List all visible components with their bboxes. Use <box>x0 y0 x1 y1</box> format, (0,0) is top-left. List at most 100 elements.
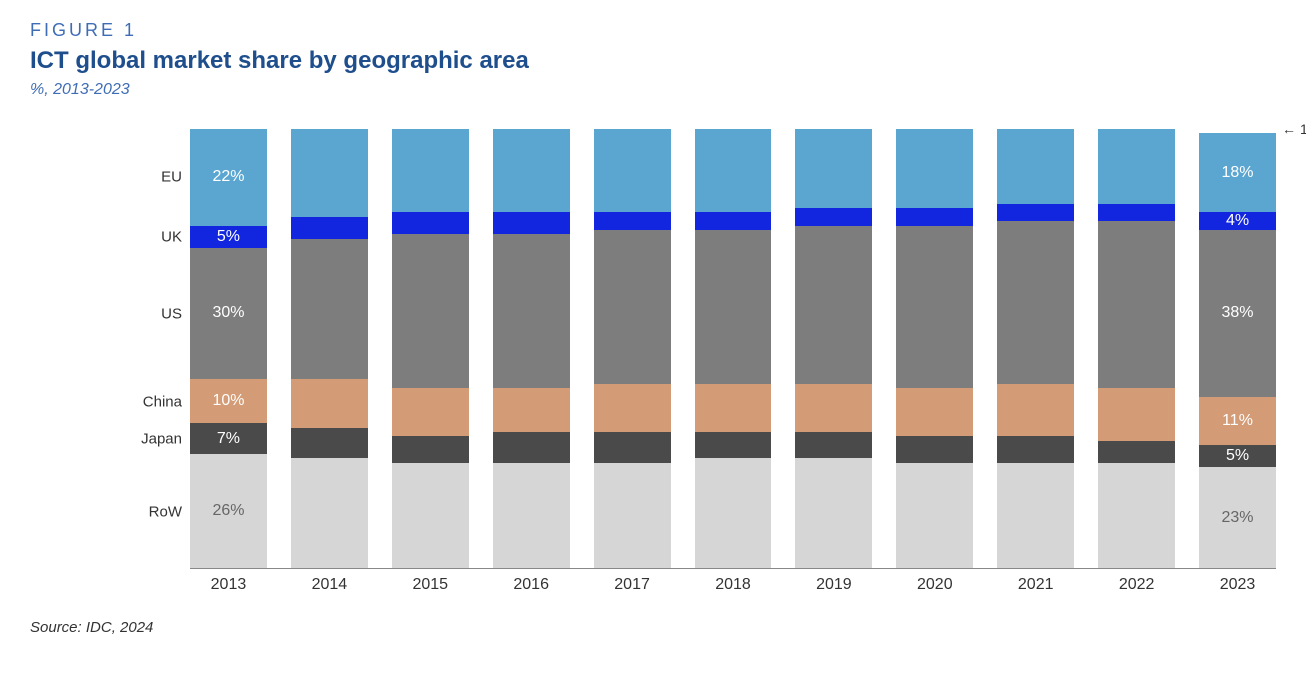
x-axis-label: 2015 <box>392 568 469 594</box>
bar-stack <box>392 129 469 568</box>
bar-stack <box>291 129 368 568</box>
x-axis-label: 2016 <box>493 568 570 594</box>
bar-segment-japan <box>896 436 973 462</box>
bar-segment-china: 11% <box>1199 397 1276 445</box>
bar-stack <box>795 129 872 568</box>
bar-segment-uk <box>896 208 973 226</box>
bar-segment-china <box>594 384 671 432</box>
bar-segment-us <box>291 239 368 379</box>
chart-title: ICT global market share by geographic ar… <box>30 47 1276 75</box>
bar-segment-uk <box>493 212 570 234</box>
bar-segment-us <box>896 226 973 388</box>
bar-segment-eu <box>291 129 368 217</box>
bar-segment-japan <box>997 436 1074 462</box>
bar-segment-eu: 18% <box>1199 133 1276 212</box>
bar-segment-japan: 5% <box>1199 445 1276 467</box>
bar-segment-row <box>493 463 570 568</box>
legend-label-uk: UK <box>161 228 182 245</box>
bar-stack: 26%7%10%30%5%22% <box>190 129 267 568</box>
bar-segment-japan: 7% <box>190 423 267 454</box>
bar-segment-eu <box>392 129 469 212</box>
bar-segment-row <box>997 463 1074 568</box>
bar-segment-uk <box>594 212 671 230</box>
bars-row: 100% 26%7%10%30%5%22%2013201420152016201… <box>190 129 1276 569</box>
bar-segment-japan <box>695 432 772 458</box>
bar-segment-eu <box>695 129 772 212</box>
bar-column: 2022 <box>1098 129 1175 568</box>
legend-label-row: RoW <box>149 503 182 520</box>
bar-stack: 23%5%11%38%4%18% <box>1199 129 1276 568</box>
bar-stack <box>695 129 772 568</box>
bar-segment-japan <box>291 428 368 459</box>
legend-label-eu: EU <box>161 169 182 186</box>
x-axis-label: 2018 <box>695 568 772 594</box>
bar-column: 26%7%10%30%5%22%2013 <box>190 129 267 568</box>
bar-segment-row <box>1098 463 1175 568</box>
x-axis-label: 2021 <box>997 568 1074 594</box>
bar-segment-uk <box>695 212 772 230</box>
bar-segment-us <box>392 234 469 388</box>
bar-segment-uk: 5% <box>190 226 267 248</box>
x-axis-label: 2013 <box>190 568 267 594</box>
bar-segment-row: 26% <box>190 454 267 568</box>
bar-column: 2021 <box>997 129 1074 568</box>
bar-segment-row <box>795 458 872 568</box>
bar-segment-us <box>695 230 772 384</box>
bar-segment-uk <box>1098 204 1175 222</box>
bar-segment-uk <box>795 208 872 226</box>
chart-area: RoWJapanChinaUSUKEU 100% 26%7%10%30%5%22… <box>130 129 1276 569</box>
bar-segment-us: 30% <box>190 248 267 380</box>
x-axis-label: 2022 <box>1098 568 1175 594</box>
bar-segment-us <box>1098 221 1175 388</box>
chart-subtitle: %, 2013-2023 <box>30 81 1276 99</box>
bar-segment-china <box>997 384 1074 437</box>
bar-segment-row <box>896 463 973 568</box>
bar-segment-uk <box>291 217 368 239</box>
bar-segment-row: 23% <box>1199 467 1276 568</box>
bar-segment-row <box>291 458 368 568</box>
bar-segment-row <box>594 463 671 568</box>
bar-segment-us <box>795 226 872 384</box>
bar-segment-us <box>997 221 1074 383</box>
bar-segment-eu <box>594 129 671 212</box>
bar-segment-eu <box>795 129 872 208</box>
bar-segment-us <box>493 234 570 388</box>
bar-column: 23%5%11%38%4%18%2023 <box>1199 129 1276 568</box>
bar-column: 2018 <box>695 129 772 568</box>
bar-segment-eu <box>896 129 973 208</box>
figure-label: FIGURE 1 <box>30 20 1276 41</box>
x-axis-label: 2023 <box>1199 568 1276 594</box>
bar-segment-japan <box>493 432 570 463</box>
x-axis-label: 2017 <box>594 568 671 594</box>
bar-segment-us <box>594 230 671 384</box>
x-axis-label: 2020 <box>896 568 973 594</box>
bar-column: 2019 <box>795 129 872 568</box>
bar-segment-uk <box>392 212 469 234</box>
bar-segment-china <box>695 384 772 432</box>
bar-segment-uk <box>997 204 1074 222</box>
bar-segment-eu: 22% <box>190 129 267 226</box>
bar-segment-us: 38% <box>1199 230 1276 397</box>
legend-label-us: US <box>161 305 182 322</box>
bar-segment-japan <box>594 432 671 463</box>
bar-segment-japan <box>795 432 872 458</box>
x-axis-label: 2019 <box>795 568 872 594</box>
x-axis-label: 2014 <box>291 568 368 594</box>
bar-column: 2016 <box>493 129 570 568</box>
bar-column: 2017 <box>594 129 671 568</box>
bar-segment-eu <box>997 129 1074 204</box>
top-annotation: 100% <box>1276 121 1306 137</box>
bar-segment-row <box>695 458 772 568</box>
bar-segment-china: 10% <box>190 379 267 423</box>
bar-segment-china <box>795 384 872 432</box>
legend-label-japan: Japan <box>141 431 182 448</box>
bar-stack <box>896 129 973 568</box>
bar-segment-uk: 4% <box>1199 212 1276 230</box>
bar-segment-china <box>291 379 368 427</box>
bar-stack <box>997 129 1074 568</box>
bar-segment-china <box>896 388 973 436</box>
source-text: Source: IDC, 2024 <box>30 619 1276 636</box>
bar-segment-china <box>493 388 570 432</box>
bar-column: 2015 <box>392 129 469 568</box>
bar-stack <box>1098 129 1175 568</box>
